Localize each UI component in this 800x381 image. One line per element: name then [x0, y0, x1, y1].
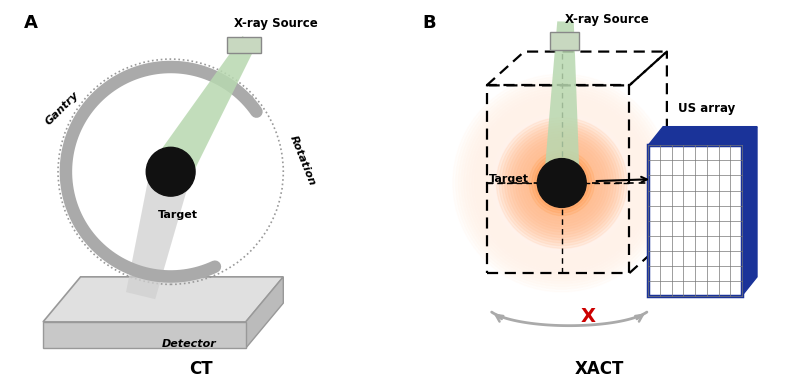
- Text: US array: US array: [678, 102, 735, 115]
- Text: X-ray Source: X-ray Source: [565, 13, 649, 26]
- Circle shape: [526, 147, 597, 218]
- Text: Target: Target: [489, 174, 529, 184]
- Circle shape: [551, 172, 573, 194]
- Circle shape: [502, 123, 622, 243]
- Circle shape: [510, 131, 614, 235]
- Circle shape: [464, 85, 660, 281]
- Circle shape: [529, 150, 594, 216]
- Circle shape: [486, 107, 638, 259]
- Text: Target: Target: [158, 210, 198, 220]
- Circle shape: [499, 120, 624, 246]
- Circle shape: [507, 128, 616, 237]
- Text: CT: CT: [189, 360, 213, 378]
- Circle shape: [542, 164, 581, 202]
- Bar: [227, 37, 261, 53]
- Polygon shape: [544, 21, 580, 183]
- Text: B: B: [423, 14, 437, 32]
- Circle shape: [518, 139, 606, 227]
- Circle shape: [538, 158, 586, 207]
- Circle shape: [458, 80, 665, 287]
- Circle shape: [559, 180, 565, 186]
- Circle shape: [466, 88, 657, 278]
- Polygon shape: [43, 322, 246, 348]
- Circle shape: [534, 156, 589, 210]
- Circle shape: [538, 158, 586, 208]
- Circle shape: [478, 99, 646, 267]
- Text: X: X: [581, 307, 595, 326]
- Circle shape: [515, 137, 608, 229]
- Circle shape: [540, 161, 583, 205]
- Circle shape: [488, 109, 635, 256]
- Circle shape: [524, 145, 600, 221]
- Circle shape: [505, 126, 619, 240]
- Circle shape: [494, 115, 630, 251]
- Polygon shape: [126, 167, 190, 299]
- Polygon shape: [43, 277, 283, 322]
- Circle shape: [548, 170, 575, 197]
- Polygon shape: [246, 277, 283, 348]
- Circle shape: [532, 153, 592, 213]
- Bar: [550, 32, 578, 50]
- Polygon shape: [648, 126, 757, 146]
- Circle shape: [461, 82, 662, 284]
- Polygon shape: [742, 126, 757, 296]
- Text: Gantry: Gantry: [43, 89, 80, 126]
- Circle shape: [546, 166, 578, 199]
- Circle shape: [480, 101, 643, 265]
- Text: XACT: XACT: [574, 360, 624, 378]
- Circle shape: [472, 93, 651, 273]
- Text: Detector: Detector: [162, 339, 217, 349]
- Circle shape: [470, 90, 654, 275]
- Text: X-ray Source: X-ray Source: [234, 17, 318, 30]
- Circle shape: [146, 147, 195, 196]
- Circle shape: [521, 142, 602, 224]
- Circle shape: [456, 77, 668, 289]
- Circle shape: [483, 104, 641, 262]
- Circle shape: [497, 118, 627, 248]
- Polygon shape: [153, 36, 257, 182]
- Circle shape: [513, 134, 610, 232]
- Text: Rotation: Rotation: [287, 134, 317, 187]
- Polygon shape: [648, 146, 742, 296]
- Circle shape: [556, 178, 567, 189]
- Circle shape: [474, 96, 649, 270]
- Circle shape: [491, 112, 633, 254]
- Circle shape: [453, 74, 670, 292]
- Text: A: A: [24, 14, 38, 32]
- Circle shape: [554, 175, 570, 191]
